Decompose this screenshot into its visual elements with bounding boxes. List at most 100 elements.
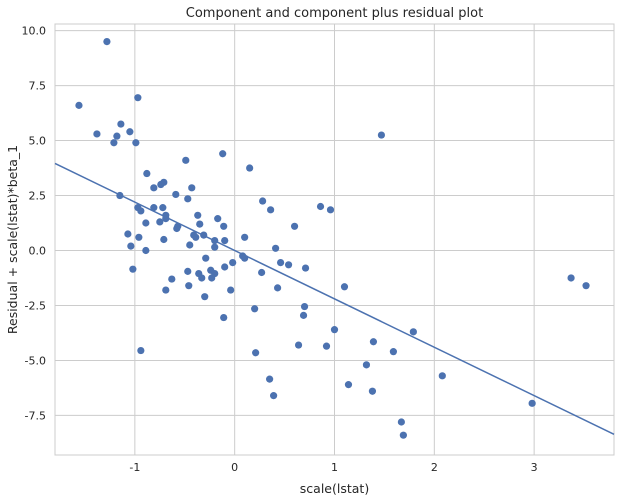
data-point: [186, 241, 194, 249]
data-point: [267, 206, 275, 214]
data-point: [301, 264, 310, 272]
data-point: [174, 222, 182, 230]
data-point: [330, 326, 339, 334]
data-point: [134, 94, 142, 102]
x-axis-label: scale(lstat): [300, 481, 369, 496]
data-point: [221, 236, 229, 245]
data-point: [137, 346, 145, 355]
scatter-points: [75, 37, 590, 439]
data-point: [300, 302, 309, 311]
data-point: [116, 191, 124, 200]
data-point: [129, 265, 137, 273]
data-point: [438, 372, 446, 380]
data-point: [362, 361, 371, 369]
data-point: [214, 215, 222, 223]
data-point: [229, 258, 237, 267]
data-point: [299, 311, 308, 319]
data-point: [132, 139, 140, 147]
data-point: [198, 274, 206, 282]
data-point: [202, 254, 210, 262]
data-point: [117, 120, 125, 128]
data-point: [340, 283, 349, 291]
x-tick-label: -1: [129, 461, 140, 474]
x-tick-label: 0: [231, 461, 238, 474]
data-point: [294, 341, 303, 349]
data-point: [162, 286, 170, 294]
data-point: [168, 275, 176, 283]
data-point: [142, 219, 150, 227]
y-tick-label: 10.0: [22, 25, 47, 38]
data-point: [127, 242, 135, 250]
data-point: [221, 263, 229, 271]
data-point: [182, 156, 190, 164]
data-point: [211, 236, 219, 245]
y-tick-label: 2.5: [29, 190, 47, 203]
data-point: [150, 184, 158, 192]
data-point: [220, 313, 228, 322]
data-point: [220, 222, 228, 230]
data-point: [75, 101, 83, 109]
data-point: [211, 243, 219, 251]
data-point: [251, 305, 259, 313]
data-point: [246, 164, 254, 172]
data-point: [272, 244, 280, 252]
data-point: [172, 190, 180, 199]
chart-title: Component and component plus residual pl…: [186, 6, 483, 21]
data-point: [150, 204, 158, 212]
data-point: [409, 328, 417, 336]
fit-line: [54, 162, 615, 436]
data-point: [162, 215, 170, 223]
y-tick-label: 0.0: [29, 244, 47, 257]
plot-frame: [54, 23, 615, 456]
data-point: [124, 230, 132, 238]
data-point: [266, 375, 274, 383]
data-point: [188, 184, 196, 192]
data-point: [258, 268, 266, 277]
data-point: [259, 197, 267, 205]
x-tick-label: 2: [431, 461, 438, 474]
data-point: [194, 211, 202, 219]
data-point: [143, 169, 151, 178]
data-point: [137, 207, 145, 215]
data-point: [290, 222, 299, 230]
y-tick-label: 5.0: [29, 135, 47, 148]
y-tick-label: -5.0: [25, 354, 46, 367]
x-tick-label: 3: [531, 461, 538, 474]
data-point: [185, 282, 193, 290]
data-point: [344, 381, 353, 389]
data-point: [184, 267, 192, 275]
y-tick-label: -2.5: [25, 299, 46, 312]
data-point: [113, 132, 121, 140]
data-point: [241, 233, 249, 241]
data-point: [135, 233, 143, 241]
data-point: [377, 131, 386, 139]
data-point: [156, 218, 164, 226]
data-point: [284, 261, 293, 269]
data-point: [196, 220, 204, 228]
y-tick-label: 7.5: [29, 80, 47, 93]
data-point: [208, 274, 216, 282]
data-point: [241, 254, 249, 262]
data-point: [322, 342, 331, 350]
data-point: [126, 128, 134, 136]
y-tick-label: -7.5: [25, 409, 46, 422]
data-point: [399, 431, 407, 439]
y-axis-label: Residual + scale(lstat)*beta_1: [5, 145, 20, 334]
y-axis-ticks: -7.5 -5.0 -2.5 0.0 2.5 5.0 7.5 10.0: [22, 25, 47, 423]
fit-line-group: [54, 162, 615, 436]
data-point: [192, 233, 200, 241]
data-point: [582, 282, 590, 290]
data-point: [219, 150, 227, 158]
data-point: [389, 348, 397, 356]
data-point: [326, 206, 335, 214]
data-point: [110, 139, 118, 147]
data-point: [227, 286, 235, 294]
data-point: [93, 130, 101, 138]
data-point: [252, 349, 260, 357]
data-point: [142, 246, 150, 255]
data-point: [270, 392, 278, 400]
data-point: [184, 195, 192, 203]
data-point: [276, 258, 285, 267]
data-point: [200, 231, 208, 239]
